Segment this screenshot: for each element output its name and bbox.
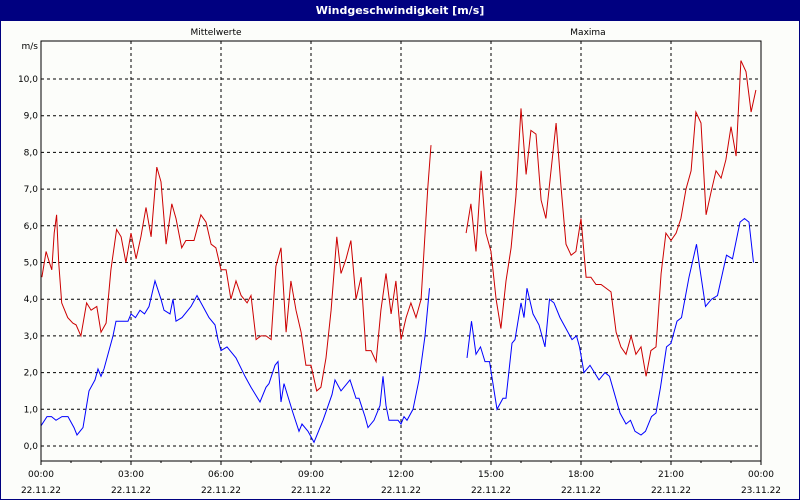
y-tick-label: 10,0 bbox=[18, 75, 38, 85]
grid-lines bbox=[41, 41, 761, 461]
x-tick-date-label: 22.11.22 bbox=[21, 486, 61, 496]
x-tick-time-label: 06:00 bbox=[208, 470, 234, 480]
y-tick-label: 6,0 bbox=[24, 222, 39, 232]
x-tick-time-label: 18:00 bbox=[568, 470, 594, 480]
maxima-line bbox=[41, 145, 432, 392]
y-axis-label: m/s bbox=[22, 42, 39, 52]
maxima-line bbox=[465, 60, 757, 377]
x-tick-date-label: 22.11.22 bbox=[561, 486, 601, 496]
x-tick-time-label: 09:00 bbox=[298, 470, 324, 480]
y-tick-label: 9,0 bbox=[24, 112, 39, 122]
x-tick-time-label: 12:00 bbox=[388, 470, 414, 480]
mittelwerte-line bbox=[40, 279, 430, 444]
y-tick-label: 5,0 bbox=[24, 259, 39, 269]
x-tick-time-label: 03:00 bbox=[118, 470, 144, 480]
axes: 0,0 1,0 2,0 3,0 4,0 5,0 6,0 7,0 8,0 9,0 10,0 00:00 2… bbox=[18, 75, 781, 496]
y-tick-label: 4,0 bbox=[24, 295, 39, 305]
y-tick-label: 8,0 bbox=[24, 148, 39, 158]
mittelwerte-line bbox=[466, 217, 754, 436]
x-tick-date-label: 23.11.22 bbox=[741, 486, 781, 496]
y-tick-label: 3,0 bbox=[24, 332, 39, 342]
y-tick-label: 0,0 bbox=[24, 442, 39, 452]
x-tick-date-label: 22.11.22 bbox=[381, 486, 421, 496]
series-lines bbox=[40, 60, 757, 444]
chart-title: Windgeschwindigkeit [m/s] bbox=[1, 1, 799, 21]
x-tick-time-label: 00:00 bbox=[28, 470, 54, 480]
x-tick-time-label: 15:00 bbox=[478, 470, 504, 480]
y-tick-label: 7,0 bbox=[24, 185, 39, 195]
x-tick-date-label: 22.11.22 bbox=[111, 486, 151, 496]
x-tick-date-label: 22.11.22 bbox=[471, 486, 511, 496]
y-tick-label: 1,0 bbox=[24, 405, 39, 415]
y-tick-label: 2,0 bbox=[24, 369, 39, 379]
legend-mittelwerte: Mittelwerte bbox=[190, 28, 241, 38]
x-tick-date-label: 22.11.22 bbox=[201, 486, 241, 496]
x-tick-time-label: 00:00 bbox=[748, 470, 774, 480]
legend-maxima: Maxima bbox=[570, 28, 605, 38]
x-tick-time-label: 21:00 bbox=[658, 470, 684, 480]
x-tick-date-label: 22.11.22 bbox=[651, 486, 691, 496]
x-tick-date-label: 22.11.22 bbox=[291, 486, 331, 496]
